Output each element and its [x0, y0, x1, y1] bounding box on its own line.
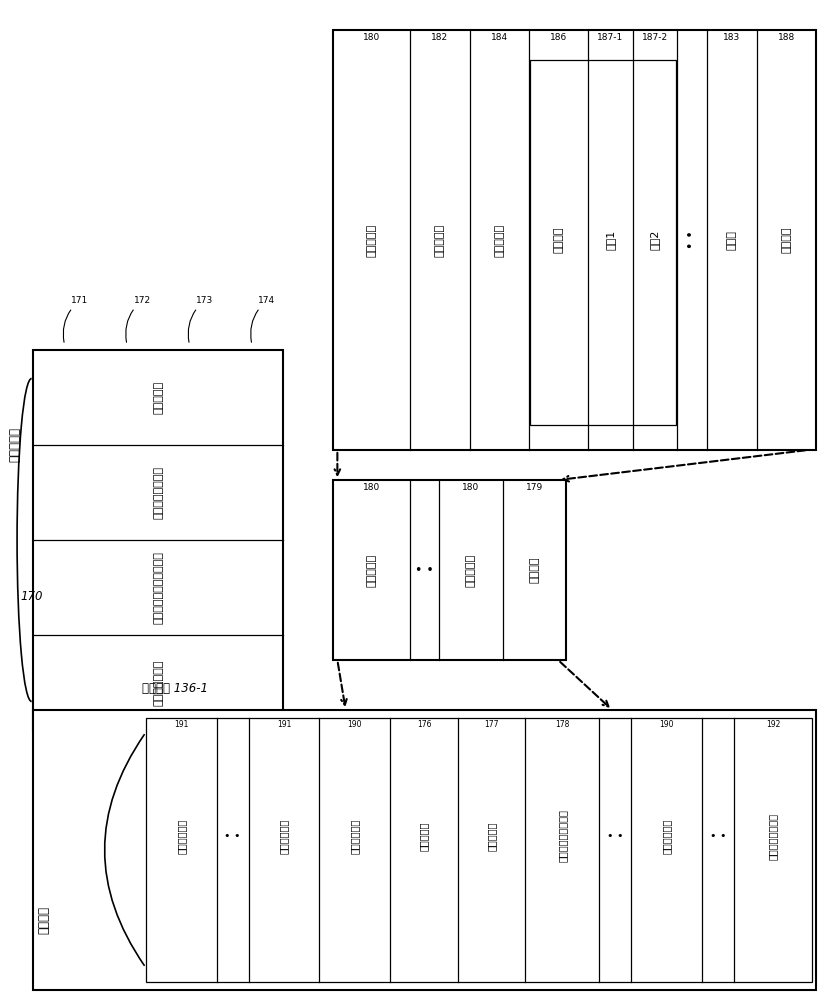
Text: 事件识别器: 事件识别器 — [367, 553, 377, 587]
Text: 177: 177 — [484, 720, 499, 729]
Text: 事件定义: 事件定义 — [553, 227, 563, 253]
Text: 事件监视器: 事件监视器 — [153, 381, 163, 414]
Bar — [530, 60, 676, 425]
Bar — [333, 480, 566, 660]
Text: 事件比较器: 事件比较器 — [494, 223, 504, 257]
Text: 186: 186 — [550, 33, 567, 42]
Text: 178: 178 — [555, 720, 570, 729]
Text: 应用程序视图: 应用程序视图 — [279, 818, 289, 854]
Text: 对象更新器: 对象更新器 — [486, 821, 496, 851]
Text: 172: 172 — [126, 296, 151, 342]
Text: 图形用户界面更新器: 图形用户界面更新器 — [557, 810, 567, 862]
Text: 188: 188 — [778, 33, 796, 42]
Text: 事件接收器: 事件接收器 — [435, 223, 445, 257]
Text: • •: • • — [224, 831, 241, 841]
Bar — [146, 718, 812, 982]
Bar — [333, 30, 816, 450]
Bar — [33, 350, 283, 730]
Text: 171: 171 — [63, 296, 88, 342]
Text: 事件识别器: 事件识别器 — [367, 223, 377, 257]
Text: 191: 191 — [277, 720, 292, 729]
Text: 173: 173 — [188, 296, 213, 342]
Text: 190: 190 — [660, 720, 674, 729]
Text: • •: • • — [710, 831, 726, 841]
Text: 数据更新器: 数据更新器 — [419, 821, 429, 851]
Text: 187-2: 187-2 — [641, 33, 668, 42]
Text: 应用程序内部状态: 应用程序内部状态 — [768, 812, 778, 859]
Text: 事件分类器: 事件分类器 — [8, 428, 22, 462]
Text: 应用程序 136-1: 应用程序 136-1 — [142, 682, 207, 695]
Text: 170: 170 — [21, 590, 43, 603]
Text: 180: 180 — [363, 483, 380, 492]
Text: 180: 180 — [462, 483, 479, 492]
Text: 应用程序: 应用程序 — [37, 906, 51, 934]
Text: 事件识别器: 事件识别器 — [466, 553, 476, 587]
Text: 事件处理程序: 事件处理程序 — [350, 818, 360, 854]
Text: 事件2: 事件2 — [650, 230, 660, 250]
Text: • •: • • — [607, 831, 624, 841]
Text: 182: 182 — [431, 33, 448, 42]
Text: 元数据: 元数据 — [727, 230, 737, 250]
Text: 应用程序视图: 应用程序视图 — [177, 818, 187, 854]
Text: • •: • • — [686, 231, 698, 249]
Bar — [33, 710, 816, 990]
Text: 事件递送: 事件递送 — [781, 227, 791, 253]
Text: 179: 179 — [526, 483, 543, 492]
Text: 187-1: 187-1 — [597, 33, 623, 42]
Text: 183: 183 — [723, 33, 741, 42]
Text: 192: 192 — [766, 720, 781, 729]
Text: 事件数据: 事件数据 — [530, 557, 540, 583]
Text: 事件处理程序: 事件处理程序 — [662, 818, 672, 854]
Text: 180: 180 — [363, 33, 381, 42]
Text: 184: 184 — [491, 33, 508, 42]
Text: 174: 174 — [251, 296, 276, 342]
Text: 事件分配器模块: 事件分配器模块 — [153, 659, 163, 706]
Text: 176: 176 — [416, 720, 431, 729]
Text: 活动事件识别器确定模块: 活动事件识别器确定模块 — [153, 551, 163, 624]
Text: 命中视图确定模块: 命中视图确定模块 — [153, 466, 163, 519]
Text: 事件1: 事件1 — [606, 230, 616, 250]
Text: 190: 190 — [347, 720, 362, 729]
Text: • •: • • — [415, 563, 434, 576]
Text: 191: 191 — [174, 720, 188, 729]
